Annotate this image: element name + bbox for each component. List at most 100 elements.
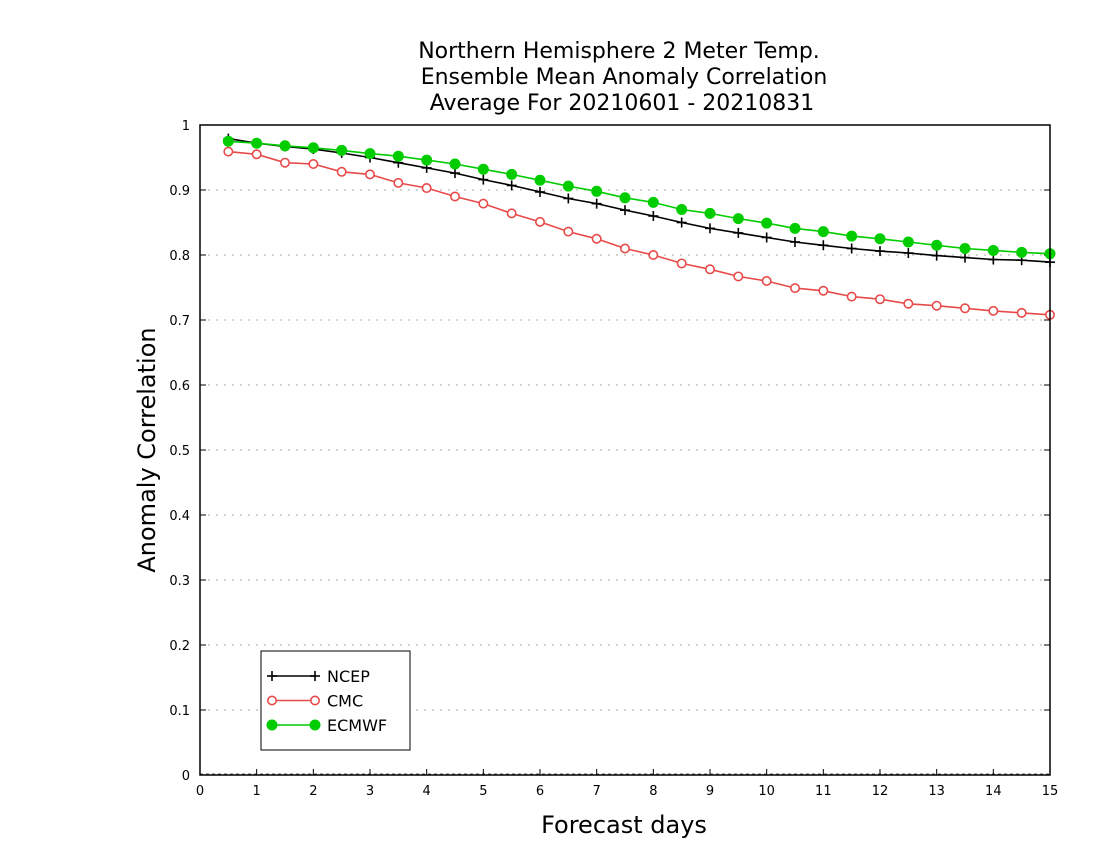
ncep-point (875, 246, 885, 257)
cmc-point (1016, 307, 1027, 318)
cmc-point (336, 166, 347, 177)
y-axis-label: Anomaly Correlation (133, 327, 161, 572)
x-tick-label: 13 (928, 784, 945, 799)
legend-ecmwf-marker (266, 719, 278, 731)
ecmwf-point (931, 239, 943, 251)
x-tick-label: 3 (366, 784, 374, 799)
x-tick-label: 12 (872, 784, 889, 799)
ecmwf-point (987, 244, 999, 256)
ecmwf-line (228, 140, 1051, 255)
x-tick-label: 4 (423, 784, 431, 799)
ecmwf-point (902, 236, 914, 248)
cmc-line (228, 150, 1051, 316)
ecmwf-point (959, 243, 971, 254)
x-tick-label: 1 (253, 784, 261, 799)
ncep-point (761, 232, 772, 243)
ecmwf-point (222, 135, 234, 147)
y-tick-label: 0.5 (169, 444, 190, 459)
x-tick-label: 10 (758, 784, 775, 799)
series-ecmwf (222, 135, 1056, 260)
y-tick-label: 0.8 (169, 249, 190, 264)
y-tick-label: 0.7 (169, 314, 190, 329)
cmc-point (846, 291, 857, 302)
series-layer (222, 133, 1056, 320)
ecmwf-point (761, 217, 773, 229)
grid-lines (200, 189, 1050, 775)
ncep-point (591, 198, 602, 209)
legend-ecmwf-label: ECMWF (327, 716, 387, 735)
ncep-point (648, 211, 659, 221)
x-tick-label: 11 (815, 784, 832, 799)
x-tick-label: 15 (1042, 784, 1059, 799)
cmc-point (903, 298, 914, 309)
ecmwf-point (732, 213, 744, 225)
ncep-point (903, 248, 914, 259)
cmc-point (223, 146, 234, 157)
cmc-point (251, 149, 262, 160)
chart-title: Northern Hemisphere 2 Meter Temp. Ensemb… (418, 39, 827, 116)
ecmwf-point (846, 230, 858, 242)
plot-frame (199, 124, 1051, 776)
x-tick-label: 0 (196, 784, 204, 799)
ecmwf-point (251, 137, 263, 149)
cmc-point (959, 303, 970, 314)
ncep-point (988, 254, 999, 265)
legend-ecmwf-marker (309, 719, 321, 731)
y-tick-label: 0.4 (169, 509, 190, 524)
ecmwf-point (591, 185, 603, 197)
y-axis-ticks: 0 0.1 0.2 0.3 0.4 0.5 0.6 0.7 0.8 0.9 1 (169, 119, 1050, 784)
ncep-point (676, 217, 687, 228)
cmc-point (279, 157, 290, 168)
cmc-point (421, 183, 432, 194)
ecmwf-point (704, 207, 716, 219)
legend-ncep-marker (310, 671, 320, 681)
cmc-point (761, 275, 772, 286)
ecmwf-point (279, 140, 291, 152)
ecmwf-point (676, 204, 688, 215)
ecmwf-point (619, 192, 631, 204)
cmc-point (704, 264, 715, 275)
y-tick-label: 0.1 (169, 704, 190, 719)
y-tick-label: 0.3 (169, 574, 190, 589)
ecmwf-point (392, 150, 404, 162)
ncep-point (563, 193, 574, 204)
legend-ncep-label: NCEP (327, 667, 370, 686)
ncep-point (931, 250, 942, 261)
ecmwf-point (336, 144, 348, 156)
y-tick-label: 0.9 (169, 184, 190, 199)
ncep-point (790, 237, 800, 247)
ncep-point (478, 174, 489, 185)
cmc-point (308, 159, 319, 170)
cmc-point (591, 233, 602, 244)
ncep-point (506, 180, 517, 191)
legend-ncep-marker (267, 671, 277, 681)
ncep-point (733, 227, 744, 238)
x-tick-label: 5 (479, 784, 487, 799)
y-tick-label: 0 (182, 769, 190, 784)
series-cmc (223, 146, 1056, 320)
ecmwf-point (364, 148, 376, 160)
ncep-point (705, 223, 715, 234)
x-tick-label: 6 (536, 784, 544, 799)
ecmwf-point (874, 233, 886, 245)
title-line-3: Average For 20210601 - 20210831 (430, 91, 815, 116)
ecmwf-point (647, 196, 659, 208)
cmc-point (818, 285, 829, 296)
cmc-point (478, 198, 489, 209)
ncep-point (818, 240, 829, 251)
cmc-point (733, 271, 744, 282)
cmc-point (506, 208, 517, 219)
ecmwf-point (307, 142, 319, 154)
ncep-point (620, 205, 630, 216)
cmc-point (534, 216, 545, 227)
cmc-point (563, 226, 574, 237)
legend-cmc-label: CMC (327, 692, 363, 711)
title-line-1: Northern Hemisphere 2 Meter Temp. (418, 39, 820, 64)
ecmwf-point (421, 154, 433, 166)
x-tick-label: 8 (649, 784, 657, 799)
y-tick-label: 1 (182, 119, 190, 134)
x-tick-label: 2 (309, 784, 317, 799)
y-tick-label: 0.2 (169, 639, 190, 654)
cmc-point (931, 300, 942, 311)
